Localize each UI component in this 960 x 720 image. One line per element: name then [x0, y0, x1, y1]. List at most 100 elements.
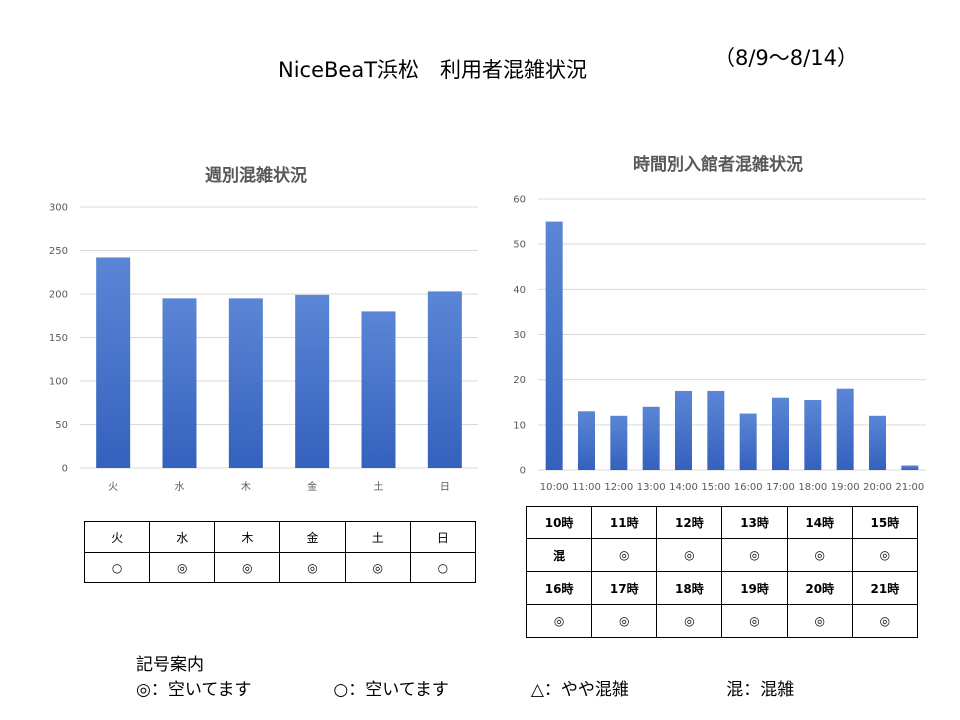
x-tick-label: 10:00	[540, 482, 569, 493]
weekday-cell: 日	[409, 521, 477, 553]
bar	[361, 311, 396, 468]
date-range: （8/9～8/14）	[714, 46, 858, 70]
weekday-status-cell: ◎	[149, 552, 216, 583]
hour-cell: 14時	[786, 506, 853, 539]
hour-cell: 20時	[786, 571, 853, 605]
hour-status-cell: ◎	[656, 538, 723, 572]
x-tick-label: 20:00	[863, 482, 892, 493]
hour-row-1: 10時 11時 12時 13時 14時 15時	[525, 506, 919, 539]
x-tick-label: 14:00	[669, 482, 698, 493]
hour-cell: 13時	[721, 506, 788, 539]
hour-status-cell: ◎	[851, 604, 919, 638]
y-tick-label: 20	[513, 375, 526, 386]
hour-cell: 12時	[656, 506, 723, 539]
y-tick-label: 10	[513, 420, 526, 431]
x-tick-label: 火	[108, 481, 118, 493]
weekday-status-cell: ○	[409, 552, 477, 583]
weekday-status-table: 火水木金土日 ○ ◎ ◎ ◎ ◎ ○	[83, 521, 477, 583]
y-tick-label: 30	[513, 330, 526, 341]
hour-status-cell: ◎	[591, 604, 658, 638]
hour-status-cell: 混	[525, 538, 593, 572]
hour-status-cell: ◎	[721, 538, 788, 572]
weekday-status-cell: ○	[83, 552, 151, 583]
hour-status-cell: ◎	[721, 604, 788, 638]
x-tick-label: 21:00	[895, 482, 924, 493]
hour-cell: 19時	[721, 571, 788, 605]
weekday-status-row: ○ ◎ ◎ ◎ ◎ ○	[83, 552, 477, 583]
weekly-bar-chart: 0 50 100 150 200 250 300 火 水 木 金 土 日	[49, 203, 478, 493]
hour-status-cell: ◎	[786, 538, 853, 572]
legend-items: ◎：空いてます ○：空いてます △：やや混雑 混：混雑	[136, 678, 794, 703]
weekday-header-row: 火水木金土日	[83, 521, 477, 553]
hour-cell: 10時	[525, 506, 593, 539]
y-tick-label: 40	[513, 285, 526, 296]
page-title: NiceBeaT浜松 利用者混雑状況	[278, 58, 588, 82]
hour-cell: 11時	[591, 506, 658, 539]
hour-row-2: 16時 17時 18時 19時 20時 21時	[525, 571, 919, 605]
legend-item-empty: ○：空いてます	[333, 680, 449, 700]
hour-status-row-2: ◎ ◎ ◎ ◎ ◎ ◎	[525, 604, 919, 638]
weekday-status-cell: ◎	[214, 552, 281, 583]
x-tick-label: 11:00	[572, 482, 601, 493]
weekday-status-cell: ◎	[279, 552, 346, 583]
bar	[578, 411, 595, 470]
y-tick-label: 0	[520, 466, 526, 477]
bar	[869, 415, 886, 470]
x-tick-label: 日	[440, 482, 450, 493]
hour-status-row-1: 混 ◎ ◎ ◎ ◎ ◎	[525, 538, 919, 572]
hour-status-cell: ◎	[851, 538, 919, 572]
hour-cell: 16時	[525, 571, 593, 605]
symbol-legend: 記号案内 ◎：空いてます ○：空いてます △：やや混雑 混：混雑	[136, 653, 794, 703]
hourly-bar-chart: 0 10 20 30 40 50 60 10:00 11:00 12:00 13:00 14:00 15…	[513, 195, 926, 493]
bar	[545, 221, 563, 470]
weekday-cell: 水	[149, 521, 216, 553]
bar	[901, 465, 919, 470]
y-tick-label: 200	[49, 290, 68, 301]
bar	[610, 415, 628, 470]
hour-status-cell: ◎	[525, 604, 593, 638]
hour-cell: 18時	[656, 571, 723, 605]
weekday-cell: 土	[344, 521, 411, 553]
legend-item-slightly-crowded: △：やや混雑	[530, 680, 629, 700]
bar	[96, 257, 131, 468]
bar	[162, 298, 197, 468]
y-tick-label: 150	[49, 333, 68, 344]
hour-status-cell: ◎	[591, 538, 658, 572]
weekday-status-cell: ◎	[344, 552, 411, 583]
hour-cell: 21時	[851, 571, 919, 605]
y-tick-label: 50	[55, 420, 68, 431]
y-tick-label: 300	[49, 203, 68, 214]
x-tick-label: 水	[175, 481, 185, 493]
x-tick-label: 12:00	[604, 482, 633, 493]
x-tick-label: 16:00	[734, 482, 763, 493]
weekday-cell: 火	[83, 521, 151, 553]
y-tick-label: 250	[49, 246, 68, 257]
x-tick-label: 土	[374, 480, 384, 493]
weekly-chart-title: 週別混雑状況	[205, 166, 307, 186]
bar	[642, 406, 660, 470]
bar	[427, 291, 462, 468]
legend-item-crowded: 混：混雑	[726, 680, 795, 700]
y-tick-label: 0	[62, 464, 68, 475]
bar	[228, 298, 263, 468]
hour-status-cell: ◎	[786, 604, 853, 638]
y-tick-label: 100	[49, 377, 68, 388]
bar	[772, 397, 789, 470]
y-tick-label: 60	[513, 195, 526, 206]
bar	[707, 390, 725, 470]
hourly-status-table: 10時 11時 12時 13時 14時 15時 混 ◎ ◎ ◎ ◎ ◎ 16時 17時 18時 19時 20…	[525, 506, 919, 638]
x-tick-label: 19:00	[831, 482, 860, 493]
bar	[804, 399, 822, 470]
hour-cell: 17時	[591, 571, 658, 605]
weekday-cell: 金	[279, 521, 346, 553]
x-tick-label: 13:00	[637, 482, 666, 493]
bar	[836, 388, 854, 470]
x-tick-label: 17:00	[766, 482, 795, 493]
y-tick-label: 50	[513, 240, 526, 251]
hourly-chart-title: 時間別入館者混雑状況	[633, 155, 803, 175]
hour-status-cell: ◎	[656, 604, 723, 638]
legend-item-very-empty: ◎：空いてます	[136, 680, 252, 700]
bar	[295, 294, 330, 468]
weekday-cell: 木	[214, 521, 281, 553]
x-tick-label: 18:00	[798, 482, 827, 493]
